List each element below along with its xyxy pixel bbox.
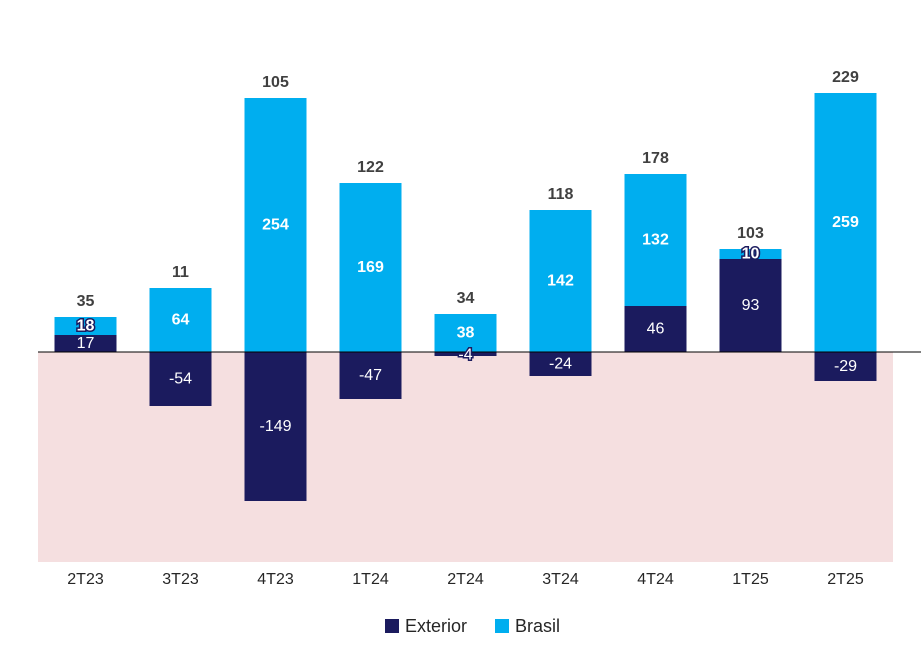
bar-brasil-2T25	[814, 93, 877, 352]
label-exterior-3T23: -54	[169, 371, 192, 388]
label-brasil-2T23: 18	[77, 318, 95, 335]
label-exterior-1T24: -47	[359, 367, 382, 384]
bar-brasil-4T23	[244, 98, 307, 352]
bar-exterior-2T23	[54, 335, 117, 352]
tick-label-2T24: 2T24	[447, 571, 484, 588]
label-exterior-3T24: -24	[549, 356, 572, 373]
bar-brasil-1T25	[719, 249, 782, 259]
label-brasil-2T25: 259	[832, 214, 859, 231]
bar-exterior-4T23	[244, 352, 307, 501]
tick-label-4T23: 4T23	[257, 571, 294, 588]
label-exterior-2T23: 17	[77, 335, 95, 352]
bar-exterior-2T25	[814, 352, 877, 381]
bar-brasil-2T24	[434, 314, 497, 352]
bar-exterior-4T24	[624, 306, 687, 352]
label-exterior-1T25: 93	[742, 297, 760, 314]
label-total-1T24: 122	[357, 159, 384, 176]
label-exterior-2T25: -29	[834, 358, 857, 375]
legend: Exterior Brasil	[385, 616, 560, 636]
label-exterior-4T23: -149	[259, 418, 291, 435]
label-total-2T23: 35	[77, 293, 95, 310]
bar-brasil-1T24	[339, 183, 402, 352]
category-ticks-group: 2T23 3T23 4T23 1T24 2T24 3T24 4T24 1T25 2T25	[67, 571, 864, 588]
label-brasil-4T24: 132	[642, 232, 669, 249]
label-total-1T25: 103	[737, 225, 764, 242]
label-total-2T24: 34	[457, 290, 475, 307]
bars-group	[54, 93, 877, 501]
tick-label-1T24: 1T24	[352, 571, 389, 588]
label-exterior-2T24: -4	[458, 347, 472, 364]
label-exterior-4T24: 46	[647, 321, 665, 338]
label-total-3T23: 11	[172, 264, 189, 281]
label-brasil-2T24: 38	[457, 325, 475, 342]
tick-label-1T25: 1T25	[732, 571, 769, 588]
bar-brasil-3T23	[149, 288, 212, 352]
bar-brasil-2T23	[54, 317, 117, 335]
label-total-2T25: 229	[832, 69, 859, 86]
tick-label-4T24: 4T24	[637, 571, 674, 588]
bar-brasil-4T24	[624, 174, 687, 306]
tick-label-2T23: 2T23	[67, 571, 104, 588]
label-brasil-3T24: 142	[547, 273, 574, 290]
bar-exterior-1T24	[339, 352, 402, 399]
bar-exterior-3T24	[529, 352, 592, 376]
label-brasil-3T23: 64	[172, 312, 190, 329]
label-total-4T24: 178	[642, 150, 669, 167]
tick-label-3T24: 3T24	[542, 571, 579, 588]
label-total-3T24: 118	[548, 186, 574, 203]
label-total-4T23: 105	[262, 74, 289, 91]
bar-brasil-3T24	[529, 210, 592, 352]
legend-label-brasil: Brasil	[515, 616, 560, 636]
legend-label-exterior: Exterior	[405, 616, 467, 636]
bar-exterior-3T23	[149, 352, 212, 406]
label-brasil-1T25: 10	[742, 246, 760, 263]
tick-label-3T23: 3T23	[162, 571, 199, 588]
label-brasil-1T24: 169	[357, 259, 384, 276]
tick-label-2T25: 2T25	[827, 571, 864, 588]
legend-swatch-brasil	[495, 619, 509, 633]
legend-swatch-exterior	[385, 619, 399, 633]
bar-exterior-2T24	[434, 352, 497, 356]
bar-exterior-1T25	[719, 259, 782, 352]
label-brasil-4T23: 254	[262, 217, 289, 234]
